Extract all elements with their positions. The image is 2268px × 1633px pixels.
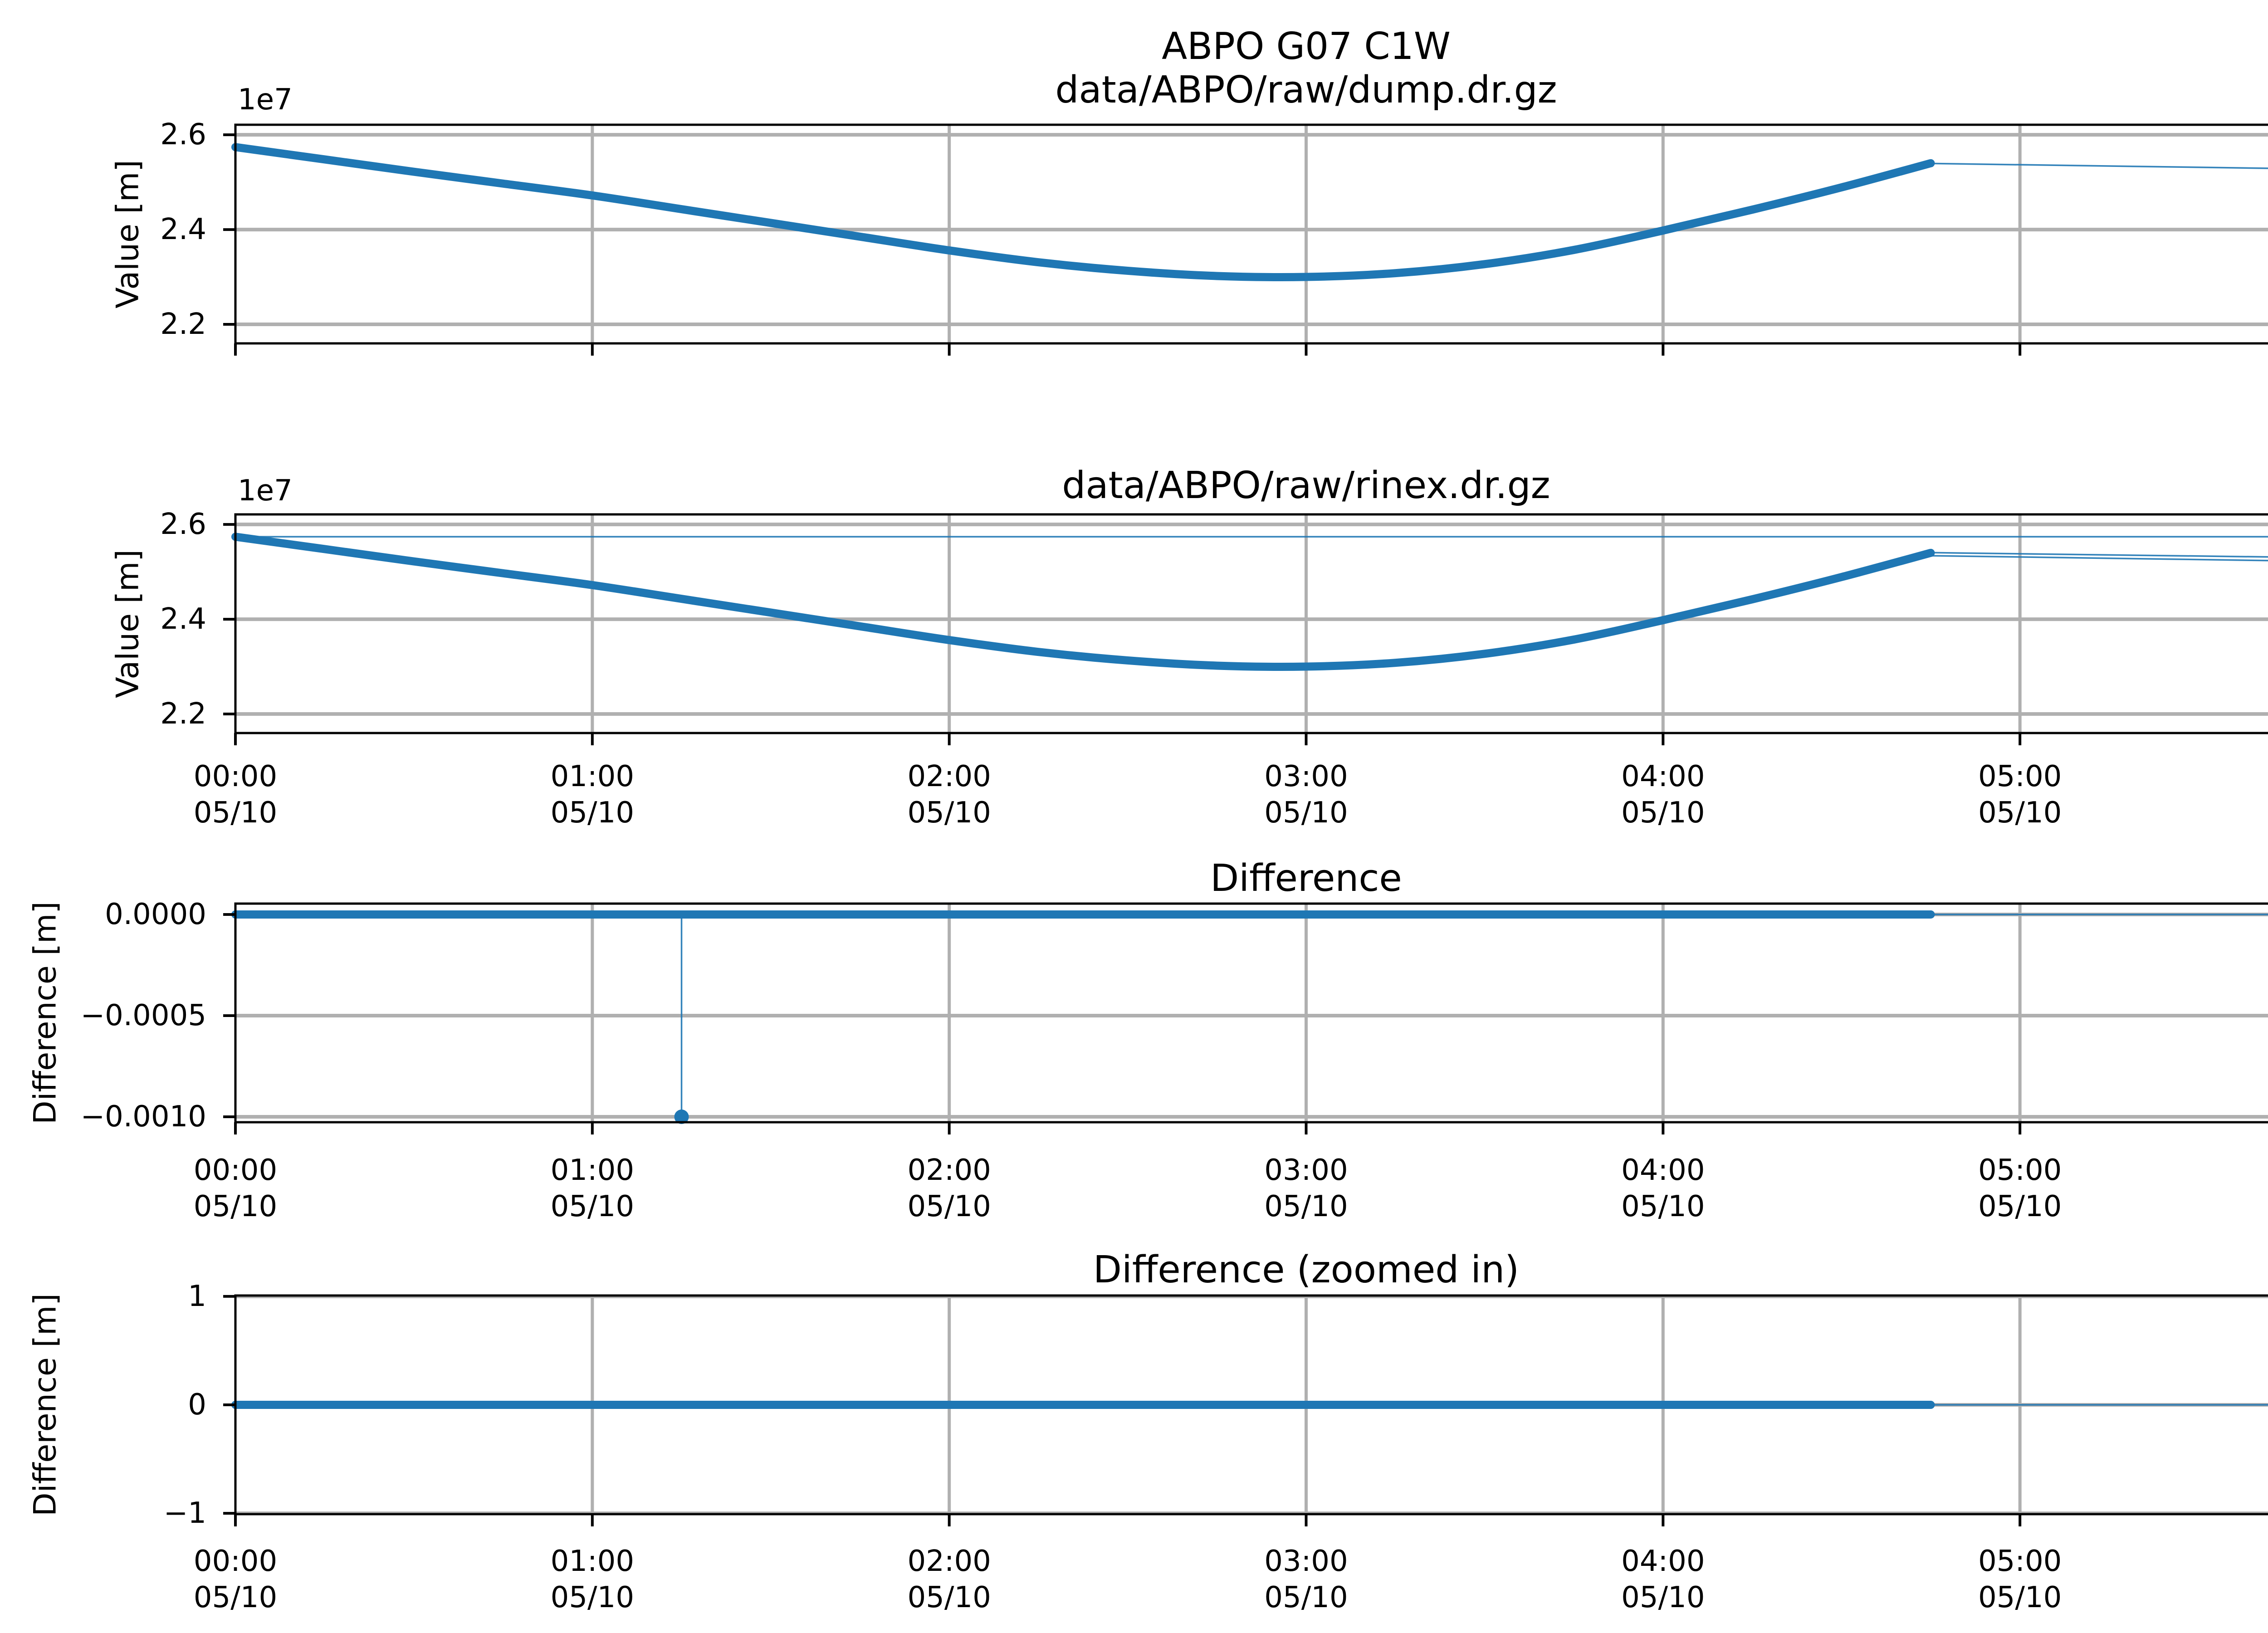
panel2-x-tick-label: 04:00 05/10	[1554, 758, 1772, 831]
x-tick-time: 00:00	[193, 1545, 278, 1578]
x-tick-time: 05:00	[1978, 1154, 2062, 1187]
x-tick-time: 00:00	[193, 1154, 278, 1187]
panel4-x-tick-label: 05:00 05/10	[1911, 1543, 2129, 1616]
panel4-x-tick-label: 02:00 05/10	[841, 1543, 1058, 1616]
panel1-y-tick-label: 2.4	[160, 213, 206, 247]
panel3-x-tick-label: 02:00 05/10	[841, 1152, 1058, 1225]
x-tick-time: 02:00	[907, 1154, 991, 1187]
panel-1-plot	[223, 123, 2268, 356]
panel4-y-tick-label: −1	[163, 1496, 206, 1530]
panel1-y-tick-label: 2.2	[160, 308, 206, 341]
x-tick-time: 04:00	[1621, 1545, 1705, 1578]
x-tick-time: 04:00	[1621, 1154, 1705, 1187]
panel-4-plot	[223, 1294, 2268, 1526]
panel3-x-tick-label: 01:00 05/10	[484, 1152, 701, 1225]
panel2-x-tick-label: 03:00 05/10	[1198, 758, 1415, 831]
x-tick-date: 05/10	[907, 1581, 991, 1614]
x-tick-time: 00:00	[193, 760, 278, 793]
panel2-x-tick-label: 02:00 05/10	[841, 758, 1058, 831]
panel3-x-tick-label: 04:00 05/10	[1554, 1152, 1772, 1225]
panel3-x-tick-label: 00:00 05/10	[127, 1152, 344, 1225]
panel2-x-tick-label: 00:00 05/10	[127, 758, 344, 831]
series-rinex-observed	[231, 533, 1935, 671]
x-tick-time: 03:00	[1264, 1545, 1348, 1578]
x-tick-date: 05/10	[550, 1581, 635, 1614]
panel3-x-tick-label: 05:00 05/10	[1911, 1152, 2129, 1225]
series-dump-extrapolated	[1930, 162, 2268, 169]
panel4-y-tick-label: 1	[188, 1279, 206, 1313]
panel2-title: data/ABPO/raw/rinex.dr.gz	[1062, 464, 1550, 507]
panel2-x-tick-label: 05:00 05/10	[1911, 758, 2129, 831]
panel2-y-tick-label: 2.2	[160, 697, 206, 731]
panel1-offset-text: 1e7	[238, 83, 293, 117]
x-tick-date: 05/10	[1264, 1581, 1348, 1614]
x-tick-time: 02:00	[907, 1545, 991, 1578]
panel2-y-tick-label: 2.6	[160, 508, 206, 542]
panel1-y-tick-label: 2.6	[160, 118, 206, 152]
x-tick-date: 05/10	[907, 796, 991, 830]
x-tick-date: 05/10	[907, 1190, 991, 1223]
panel2-offset-text: 1e7	[238, 474, 293, 508]
x-tick-time: 05:00	[1978, 1545, 2062, 1578]
x-tick-date: 05/10	[193, 1190, 278, 1223]
x-tick-date: 05/10	[1264, 796, 1348, 830]
x-tick-date: 05/10	[1978, 1190, 2062, 1223]
panel-3-plot	[223, 902, 2268, 1134]
panel3-y-tick-label: 0.0000	[105, 897, 206, 931]
panel2-y-tick-label: 2.4	[160, 602, 206, 636]
x-tick-time: 01:00	[550, 1545, 635, 1578]
x-tick-date: 05/10	[1621, 1581, 1705, 1614]
x-tick-date: 05/10	[193, 1581, 278, 1614]
x-tick-time: 01:00	[550, 760, 635, 793]
x-tick-time: 03:00	[1264, 1154, 1348, 1187]
x-tick-time: 04:00	[1621, 760, 1705, 793]
x-tick-time: 02:00	[907, 760, 991, 793]
panel4-x-tick-label: 03:00 05/10	[1198, 1543, 1415, 1616]
x-tick-time: 03:00	[1264, 760, 1348, 793]
panel4-x-tick-label: 00:00 05/10	[127, 1543, 344, 1616]
x-tick-date: 05/10	[1621, 796, 1705, 830]
panel3-y-tick-label: −0.0005	[80, 998, 206, 1032]
panel-2-plot	[223, 513, 2268, 745]
x-tick-date: 05/10	[550, 796, 635, 830]
panel3-y-tick-label: −0.0010	[80, 1100, 206, 1134]
axes-spines	[234, 902, 2268, 1124]
series-dump-observed	[231, 143, 1935, 281]
x-tick-date: 05/10	[1621, 1190, 1705, 1223]
x-tick-time: 01:00	[550, 1154, 635, 1187]
x-tick-time: 05:00	[1978, 760, 2062, 793]
axes-spines	[234, 513, 2268, 734]
x-tick-date: 05/10	[1978, 796, 2062, 830]
panel4-x-tick-label: 01:00 05/10	[484, 1543, 701, 1616]
panel1-title-line1: ABPO G07 C1W	[1162, 25, 1451, 68]
panel1-title-line2: data/ABPO/raw/dump.dr.gz	[1055, 68, 1557, 112]
x-tick-date: 05/10	[1978, 1581, 2062, 1614]
panel2-x-tick-label: 01:00 05/10	[484, 758, 701, 831]
panel4-title: Difference (zoomed in)	[1093, 1248, 1520, 1291]
axes-spines	[234, 123, 2268, 345]
panel4-x-tick-label: 04:00 05/10	[1554, 1543, 1772, 1616]
x-tick-date: 05/10	[193, 796, 278, 830]
panel3-x-tick-label: 03:00 05/10	[1198, 1152, 1415, 1225]
series-rinex-extrapolated-lower	[1930, 555, 2268, 562]
series-rinex-extrapolated-upper	[1930, 552, 2268, 558]
x-tick-date: 05/10	[1264, 1190, 1348, 1223]
panel3-title: Difference	[1210, 857, 1402, 900]
data-point-marker	[674, 1110, 689, 1125]
x-tick-date: 05/10	[550, 1190, 635, 1223]
panel4-y-tick-label: 0	[188, 1388, 206, 1422]
